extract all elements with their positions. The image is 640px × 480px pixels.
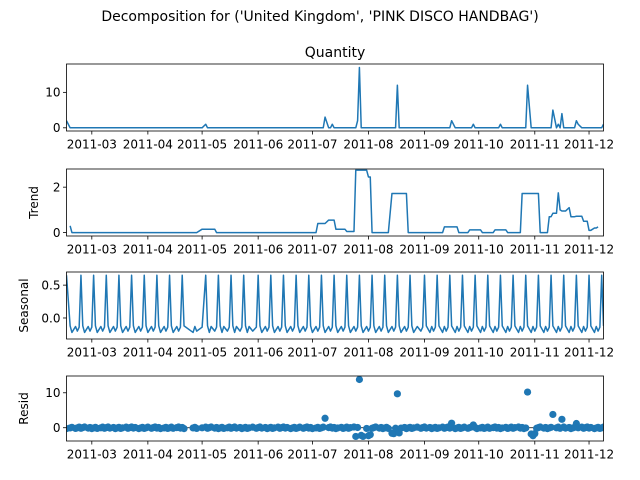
resid-point [393,390,401,398]
resid-point [363,424,371,433]
x-tick-label: 2011-10 [454,243,504,257]
x-tick-label: 2011-07 [287,138,337,152]
x-tick-label: 2011-05 [177,138,227,152]
resid-point [193,424,201,433]
x-tick-label: 2011-12 [564,243,614,257]
x-tick-label: 2011-10 [454,138,504,152]
resid-point [321,414,329,422]
resid-point [549,410,557,419]
x-tick-label: 2011-11 [510,346,560,360]
x-tick-label: 2011-08 [343,448,393,462]
resid-point [180,424,188,433]
y-tick-label: 0 [53,226,61,240]
x-tick-label: 2011-07 [287,243,337,257]
y-tick-label: 0.0 [41,311,60,325]
y-tick-label: 10 [45,86,60,100]
x-tick-label: 2011-12 [564,448,614,462]
axes-frame [66,168,604,237]
x-tick-label: 2011-09 [399,243,449,257]
panel-resid: 0 10 2011-03 2011-04 2011-05 2011-06 2011-07 20… [17,375,614,462]
resid-point [319,423,327,431]
x-tick-label: 2011-04 [123,243,173,257]
x-tick-label: 2011-03 [67,346,117,360]
axes-frame [66,375,604,442]
series-line-trend [69,169,599,234]
x-tick-label: 2011-10 [454,448,504,462]
resid-point [547,423,555,431]
resid-point [523,388,532,396]
x-tick-label: 2011-06 [233,138,283,152]
y-axis-label-seasonal: Seasonal [17,278,31,332]
resid-point [448,419,456,427]
series-line-seasonal [66,274,604,334]
resid-point [522,424,530,432]
y-tick-label: 2 [53,180,61,194]
x-tick-label: 2011-06 [233,448,283,462]
x-tick-label: 2011-04 [123,138,173,152]
x-tick-label: 2011-03 [67,243,117,257]
x-tick-label: 2011-05 [177,448,227,462]
x-tick-label: 2011-06 [233,346,283,360]
y-axis-label-trend: Trend [27,186,41,220]
resid-point [354,423,362,432]
figure-title: Decomposition for ('United Kingdom', 'PI… [101,9,538,25]
x-tick-label: 2011-08 [343,138,393,152]
panel-quantity: 0 10 2011-03 2011-04 2011-05 2011-06 2011-07 20… [45,45,614,152]
x-tick-label: 2011-04 [123,448,173,462]
y-axis-label-resid: Resid [17,392,31,424]
x-tick-label: 2011-11 [510,243,560,257]
resid-point [558,415,566,423]
x-tick-label: 2011-09 [399,448,449,462]
x-tick-label: 2011-08 [343,346,393,360]
x-tick-label: 2011-11 [510,448,560,462]
panel-seasonal: 0.0 0.5 2011-03 2011-04 2011-05 2011-06 2011-0… [17,271,614,360]
y-tick-label: 0.5 [41,278,60,292]
y-tick-label: 10 [45,386,60,400]
panel-trend: 0 2 2011-03 2011-04 2011-05 2011-06 2011-07 201… [27,168,614,257]
x-tick-label: 2011-04 [123,346,173,360]
resid-point [352,432,360,441]
x-tick-label: 2011-05 [177,243,227,257]
x-tick-label: 2011-06 [233,243,283,257]
x-tick-label: 2011-09 [399,138,449,152]
x-tick-label: 2011-11 [510,138,560,152]
x-tick-label: 2011-07 [287,346,337,360]
resid-point [359,432,367,441]
x-tick-label: 2011-08 [343,243,393,257]
x-tick-label: 2011-03 [67,448,117,462]
x-tick-label: 2011-07 [287,448,337,462]
x-tick-label: 2011-09 [399,346,449,360]
series-line-quantity [66,66,604,129]
x-tick-label: 2011-12 [564,138,614,152]
y-tick-label: 0 [53,421,61,435]
x-tick-label: 2011-03 [67,138,117,152]
x-tick-label: 2011-05 [177,346,227,360]
y-tick-label: 0 [53,121,61,135]
axes-frame [66,63,604,132]
resid-point [599,423,604,431]
panel-title: Quantity [305,45,366,61]
resid-point [366,431,374,439]
resid-point [355,376,364,384]
x-tick-label: 2011-10 [454,346,504,360]
x-tick-label: 2011-12 [564,346,614,360]
axes-frame [66,271,604,340]
resid-points [66,376,604,441]
